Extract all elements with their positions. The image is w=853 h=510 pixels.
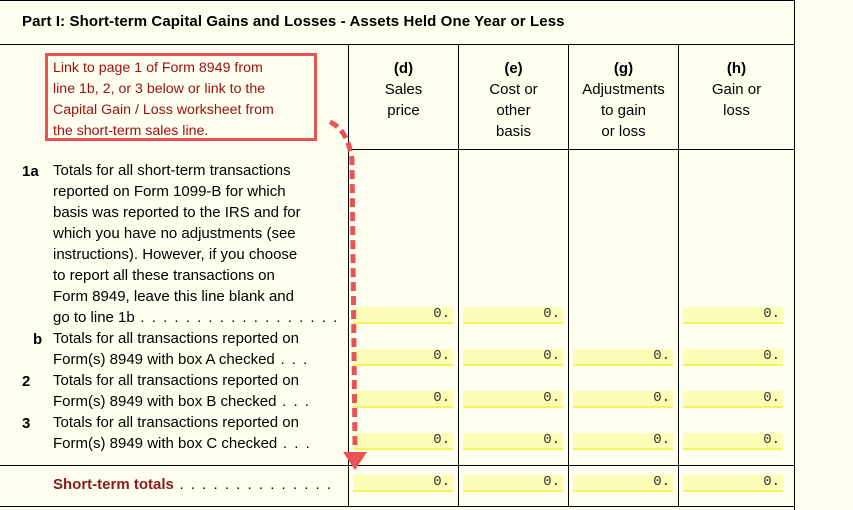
line-3-description: Totals for all transactions reported on …	[53, 412, 311, 454]
totals-cost-basis-field[interactable]: 0.	[463, 475, 563, 492]
line-2-description: Totals for all transactions reported on …	[53, 370, 310, 412]
line-2-gain-loss-field[interactable]: 0.	[683, 391, 783, 408]
totals-text: Short-term totals	[53, 476, 174, 493]
rule-bottom	[0, 506, 794, 507]
column-letter: (e)	[504, 60, 523, 77]
totals-adjustments-field[interactable]: 0.	[573, 475, 673, 492]
line-2-sales-price-field[interactable]: 0.	[353, 391, 453, 408]
column-label: basis	[495, 123, 532, 140]
line-text: instructions). However, if you choose	[53, 246, 298, 263]
line-3-gain-loss-field[interactable]: 0.	[683, 433, 783, 450]
column-label: or loss	[601, 123, 646, 140]
rule-header-top	[0, 44, 794, 45]
callout-line: the short-term sales line.	[53, 123, 209, 139]
column-label: loss	[723, 102, 750, 119]
line-text: Totals for all transactions reported on	[53, 414, 299, 431]
line-number-1a: 1a	[22, 163, 39, 180]
line-text: which you have no adjustments (see	[53, 225, 296, 242]
line-1b-description: Totals for all transactions reported on …	[53, 328, 309, 370]
column-label: Adjustments	[582, 81, 665, 98]
line-1a-gain-loss-field[interactable]: 0.	[683, 307, 783, 324]
column-label: to gain	[600, 102, 647, 119]
line-text: Form 8949, leave this line blank and	[53, 288, 294, 305]
line-1a-sales-price-field[interactable]: 0.	[353, 307, 453, 324]
dot-leader: . . .	[277, 435, 312, 452]
line-3-cost-basis-field[interactable]: 0.	[463, 433, 563, 450]
line-text: to report all these transactions on	[53, 267, 275, 284]
arrow-head-icon	[343, 452, 367, 470]
totals-sales-price-field[interactable]: 0.	[353, 475, 453, 492]
part-title: Part I: Short-term Capital Gains and Los…	[22, 13, 565, 30]
dot-leader: . . .	[276, 393, 311, 410]
line-text: Form(s) 8949 with box C checked	[53, 435, 278, 452]
column-header-e: (e) Cost or other basis	[459, 58, 568, 142]
column-label: Gain or	[711, 81, 762, 98]
col-divider-5	[794, 0, 795, 510]
line-text: Totals for all short-term transactions	[53, 162, 291, 179]
line-1b-adjustments-field[interactable]: 0.	[573, 349, 673, 366]
line-2-adjustments-field[interactable]: 0.	[573, 391, 673, 408]
column-label: Sales	[384, 81, 423, 98]
link-instruction-callout: Link to page 1 of Form 8949 from line 1b…	[45, 53, 317, 141]
line-3-adjustments-field[interactable]: 0.	[573, 433, 673, 450]
rule-top	[0, 0, 794, 1]
column-label: price	[387, 102, 420, 119]
line-text: basis was reported to the IRS and for	[53, 204, 301, 221]
line-number-3: 3	[22, 415, 31, 432]
column-letter: (g)	[613, 60, 634, 77]
line-1a-cost-basis-field[interactable]: 0.	[463, 307, 563, 324]
line-text: Form(s) 8949 with box A checked	[53, 351, 275, 368]
line-text: Totals for all transactions reported on	[53, 372, 299, 389]
column-label: Cost or	[489, 81, 538, 98]
short-term-totals-label: Short-term totals . . . . . . . . . . . …	[53, 476, 333, 493]
line-text: Totals for all transactions reported on	[53, 330, 299, 347]
line-text: go to line 1b	[53, 309, 135, 326]
dot-leader: . . . . . . . . . . . . . .	[173, 476, 333, 493]
line-3-sales-price-field[interactable]: 0.	[353, 433, 453, 450]
column-header-h: (h) Gain or loss	[679, 58, 794, 121]
dot-leader: . . . . . . . . . . . . . . . . . .	[134, 309, 339, 326]
line-text: Form(s) 8949 with box B checked	[53, 393, 277, 410]
line-1b-cost-basis-field[interactable]: 0.	[463, 349, 563, 366]
line-1b-gain-loss-field[interactable]: 0.	[683, 349, 783, 366]
callout-line: line 1b, 2, or 3 below or link to the	[53, 81, 266, 97]
column-label: other	[496, 102, 531, 119]
rule-header-bottom	[348, 149, 794, 150]
col-divider-2	[458, 44, 459, 506]
rule-totals-top	[0, 465, 794, 466]
column-header-g: (g) Adjustments to gain or loss	[569, 58, 678, 142]
column-header-d: (d) Sales price	[349, 58, 458, 121]
line-1a-description: Totals for all short-term transactions r…	[53, 160, 339, 328]
col-divider-4	[678, 44, 679, 506]
column-letter: (d)	[393, 60, 414, 77]
line-2-cost-basis-field[interactable]: 0.	[463, 391, 563, 408]
callout-line: Capital Gain / Loss worksheet from	[53, 102, 274, 118]
column-letter: (h)	[726, 60, 747, 77]
line-number-2: 2	[22, 373, 31, 390]
totals-gain-loss-field[interactable]: 0.	[683, 475, 783, 492]
line-1b-sales-price-field[interactable]: 0.	[353, 349, 453, 366]
dot-leader: . . .	[274, 351, 309, 368]
callout-line: Link to page 1 of Form 8949 from	[53, 60, 263, 76]
line-number-1b: b	[33, 331, 43, 348]
col-divider-3	[568, 44, 569, 506]
line-text: reported on Form 1099-B for which	[53, 183, 286, 200]
